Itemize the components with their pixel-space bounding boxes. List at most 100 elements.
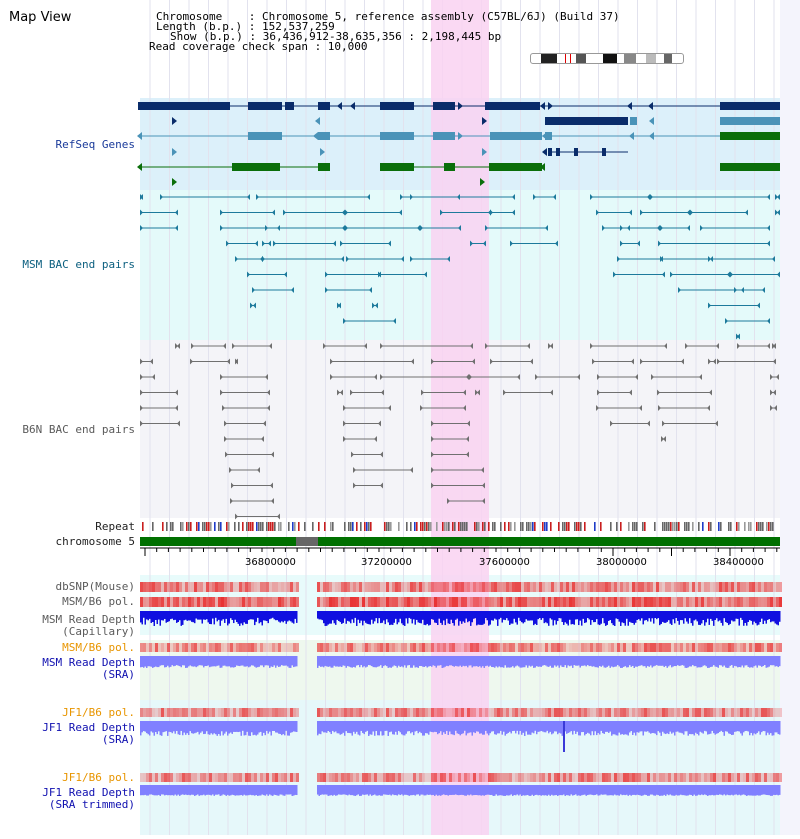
read-depth-bar <box>398 611 400 623</box>
read-depth-bar <box>665 785 667 796</box>
read-depth-bar <box>347 785 349 796</box>
read-depth-bar <box>539 656 541 667</box>
polymorphism-cell <box>587 773 590 782</box>
polymorphism-cell <box>692 708 695 717</box>
read-depth-bar <box>480 785 482 796</box>
polymorphism-cell <box>185 582 188 592</box>
polymorphism-cell <box>497 773 500 782</box>
read-depth-bar <box>410 656 412 668</box>
polymorphism-cell <box>215 708 218 717</box>
read-depth-bar <box>491 785 493 795</box>
polymorphism-cell <box>626 773 629 782</box>
read-depth-bar <box>371 721 373 735</box>
read-depth-bar <box>414 611 416 625</box>
read-depth-bar <box>380 656 382 666</box>
read-depth-bar <box>620 721 622 735</box>
polymorphism-cell <box>344 597 347 607</box>
bac-end-marker <box>265 374 268 380</box>
read-depth-bar <box>230 656 232 668</box>
read-depth-bar <box>287 785 289 795</box>
polymorphism-cell <box>317 773 320 782</box>
read-depth-bar <box>375 785 377 796</box>
read-depth-bar <box>626 721 628 735</box>
polymorphism-cell <box>434 708 437 717</box>
polymorphism-cell <box>629 597 632 607</box>
gene-strand-arrow <box>137 163 142 171</box>
polymorphism-cell <box>572 643 575 652</box>
read-depth-bar <box>284 656 286 666</box>
bac-end-marker <box>660 225 663 231</box>
polymorphism-cell <box>611 643 614 652</box>
read-depth-bar <box>252 656 254 666</box>
polymorphism-cell <box>290 582 293 592</box>
read-depth-bar <box>548 721 550 734</box>
polymorphism-cell <box>368 773 371 782</box>
polymorphism-cell <box>473 773 476 782</box>
polymorphism-cell <box>539 597 542 607</box>
bac-end-marker <box>284 271 287 278</box>
read-depth-bar <box>293 721 295 732</box>
read-depth-bar <box>740 785 742 796</box>
bac-end-marker <box>253 302 256 309</box>
read-depth-bar <box>695 611 697 620</box>
read-depth-bar <box>477 656 479 667</box>
read-depth-bar <box>650 785 652 795</box>
read-depth-bar <box>203 721 205 735</box>
bac-end-marker <box>709 389 712 396</box>
bac-end-marker <box>224 436 227 442</box>
polymorphism-cell <box>629 708 632 717</box>
polymorphism-cell <box>620 643 623 652</box>
polymorphism-cell <box>167 643 170 652</box>
bac-end-marker <box>271 498 274 504</box>
polymorphism-cell <box>611 582 614 592</box>
polymorphism-cell <box>449 708 452 717</box>
chromosome-ideogram[interactable] <box>530 53 684 64</box>
read-depth-bar <box>648 721 650 733</box>
read-depth-bar <box>420 611 422 624</box>
polymorphism-cell <box>182 643 185 652</box>
bac-end-marker <box>177 343 180 349</box>
bac-end-marker <box>431 436 434 442</box>
polymorphism-cell <box>614 582 617 592</box>
bac-end-marker <box>737 333 740 340</box>
read-depth-bar <box>440 656 442 666</box>
read-depth-bar <box>203 611 205 620</box>
bac-end-marker <box>273 240 276 247</box>
polymorphism-cell <box>536 597 539 607</box>
read-depth-bar <box>177 721 179 735</box>
polymorphism-cell <box>248 773 251 782</box>
bac-end-marker <box>380 343 383 349</box>
polymorphism-cell <box>518 582 521 592</box>
read-depth-bar <box>659 785 661 796</box>
read-depth-bar <box>402 721 404 736</box>
polymorphism-cell <box>158 773 161 782</box>
polymorphism-cell <box>146 643 149 652</box>
polymorphism-cell <box>191 773 194 782</box>
read-depth-bar <box>567 611 569 626</box>
read-depth-bar <box>404 721 406 736</box>
read-depth-bar <box>557 611 559 622</box>
bac-end-marker <box>470 343 473 349</box>
polymorphism-cell <box>659 773 662 782</box>
read-depth-bar <box>686 611 688 622</box>
polymorphism-cell <box>488 773 491 782</box>
bac-end-marker <box>767 318 770 324</box>
polymorphism-cell <box>440 582 443 592</box>
polymorphism-cell <box>248 582 251 592</box>
bac-end-marker <box>774 405 777 411</box>
bac-end-marker <box>577 374 580 380</box>
repeat-mark <box>344 522 346 531</box>
read-depth-bar <box>701 611 703 624</box>
gene-exon <box>556 148 560 156</box>
polymorphism-cell <box>350 643 353 652</box>
read-depth-bar <box>326 611 328 626</box>
read-depth-bar <box>677 721 679 732</box>
read-depth-bar <box>770 721 772 734</box>
polymorphism-cell <box>644 643 647 652</box>
read-depth-bar <box>149 611 151 619</box>
read-depth-bar <box>339 785 341 795</box>
read-depth-bar <box>321 785 323 795</box>
read-depth-bar <box>528 721 530 735</box>
read-depth-bar <box>431 785 433 796</box>
